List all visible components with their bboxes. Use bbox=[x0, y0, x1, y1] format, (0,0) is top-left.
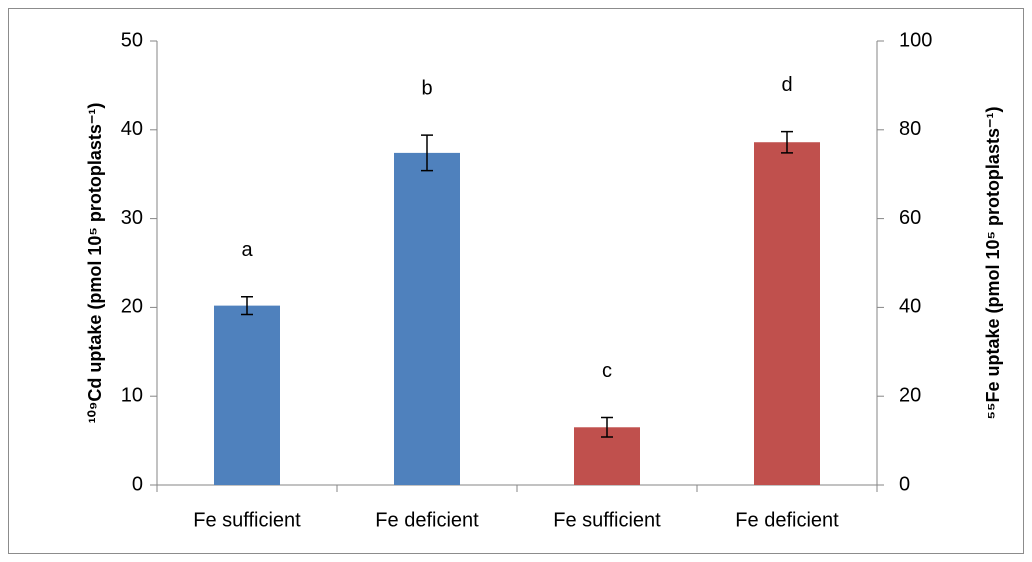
x-tick-label: Fe sufficient bbox=[553, 509, 661, 531]
y2-tick-label: 20 bbox=[899, 384, 921, 406]
x-tick-label: Fe sufficient bbox=[193, 509, 301, 531]
y-axis-title: ¹⁰⁹Cd uptake (pmol 10⁵ protoplasts⁻¹) bbox=[85, 103, 105, 424]
y-tick-label: 40 bbox=[121, 118, 143, 140]
y-tick-label: 0 bbox=[132, 473, 143, 495]
bar bbox=[754, 142, 820, 485]
bar bbox=[394, 152, 460, 485]
y2-tick-label: 80 bbox=[899, 118, 921, 140]
annotation: b bbox=[421, 77, 432, 99]
y-tick-label: 10 bbox=[121, 384, 143, 406]
x-tick-label: Fe deficient bbox=[735, 509, 839, 531]
y2-tick-label: 100 bbox=[899, 29, 932, 51]
y-tick-label: 30 bbox=[121, 207, 143, 229]
annotation: a bbox=[241, 239, 253, 261]
annotation: c bbox=[602, 360, 612, 382]
y2-tick-label: 40 bbox=[899, 296, 921, 318]
error-bar bbox=[241, 295, 253, 316]
y2-axis-title: ⁵⁵Fe uptake (pmol 10⁵ protoplasts⁻¹) bbox=[983, 107, 1003, 420]
y-tick-label: 20 bbox=[121, 296, 143, 318]
y2-tick-label: 0 bbox=[899, 473, 910, 495]
y2-tick-label: 60 bbox=[899, 207, 921, 229]
y-tick-label: 50 bbox=[121, 29, 143, 51]
error-bar bbox=[781, 130, 793, 154]
bar bbox=[214, 305, 280, 485]
error-bar bbox=[601, 416, 613, 438]
error-bar bbox=[421, 134, 433, 172]
x-tick-label: Fe deficient bbox=[375, 509, 479, 531]
chart-border bbox=[8, 8, 1024, 554]
annotation: d bbox=[781, 74, 792, 96]
